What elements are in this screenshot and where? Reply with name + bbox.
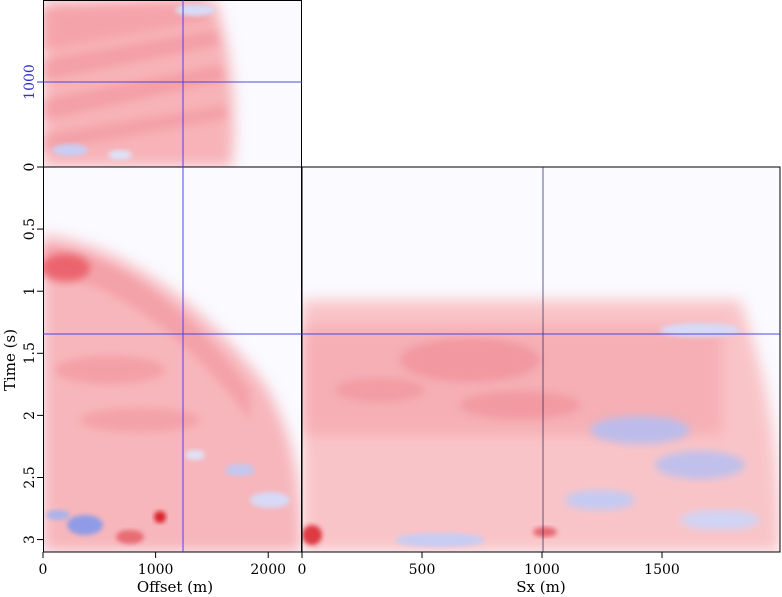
top-left-image [43, 0, 234, 167]
time-axis-label: Time (s) [1, 329, 19, 391]
midpoint-tick-label: 1000 [22, 64, 38, 100]
main-left-image [43, 235, 302, 552]
sx-tick-label: 1500 [644, 562, 680, 578]
main-right-image [302, 300, 780, 552]
time-tick-label: 2 [22, 411, 38, 420]
sx-tick-label: 1000 [524, 562, 560, 578]
midpoint-axis: 1000 [22, 64, 43, 100]
offset-tick-label: 2000 [250, 562, 286, 578]
sx-tick-label: 500 [409, 562, 436, 578]
offset-tick-label: 1000 [138, 562, 174, 578]
time-tick-label: 2.5 [22, 466, 38, 488]
sx-tick-label: 0 [298, 562, 307, 578]
time-axis: 0 0.5 1 1.5 2 2.5 3 [22, 163, 43, 544]
offset-tick-label: 0 [39, 562, 48, 578]
time-tick-label: 0.5 [22, 218, 38, 240]
time-tick-label: 1.5 [22, 342, 38, 364]
offset-axis: 0 1000 2000 [39, 552, 286, 578]
sx-axis-label: Sx (m) [516, 578, 565, 596]
offset-axis-label: Offset (m) [137, 578, 213, 596]
time-tick-label: 0 [22, 163, 38, 172]
time-tick-label: 1 [22, 287, 38, 296]
panel-frames [43, 0, 781, 553]
sx-axis: 0 500 1000 1500 [298, 552, 680, 578]
crosshair[interactable] [43, 0, 780, 552]
time-tick-label: 3 [22, 535, 38, 544]
